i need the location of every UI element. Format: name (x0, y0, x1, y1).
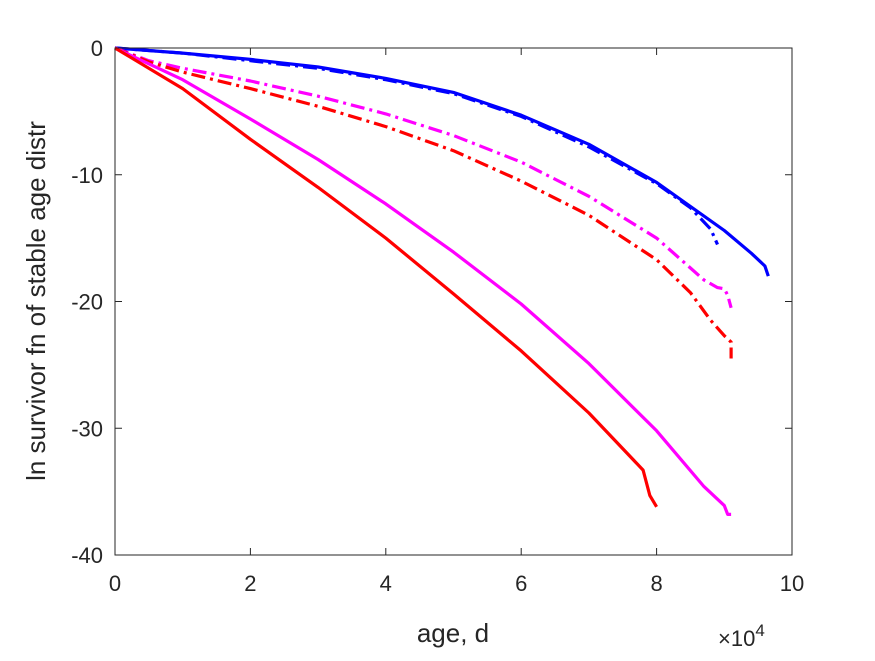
y-tick-label: -20 (71, 290, 103, 315)
y-tick-label: 0 (91, 36, 103, 61)
series-layer (114, 46, 770, 517)
x-axis-exponent-base: ×10 (718, 626, 755, 651)
series-line-3 (114, 46, 733, 309)
y-tick-label: -30 (71, 416, 103, 441)
y-tick-label: -40 (71, 543, 103, 568)
x-tick-label: 0 (109, 571, 121, 596)
x-axis-exponent-power: 4 (755, 621, 764, 640)
x-tick-label: 10 (780, 571, 804, 596)
y-axis-label: ln survivor fn of stable age distr (21, 121, 51, 481)
series-line-5 (114, 46, 732, 517)
x-axis-label: age, d (417, 618, 489, 648)
series-line-6 (114, 46, 658, 508)
series-line-4 (114, 46, 733, 359)
x-tick-label: 6 (515, 571, 527, 596)
x-tick-label: 8 (650, 571, 662, 596)
x-tick-label: 2 (244, 571, 256, 596)
x-tick-label: 4 (380, 571, 392, 596)
x-axis-exponent: ×104 (718, 621, 765, 651)
tick-layer: 0 2 4 6 8 10 0 -10 -20 -30 -40 (71, 36, 804, 596)
y-tick-label: -10 (71, 163, 103, 188)
